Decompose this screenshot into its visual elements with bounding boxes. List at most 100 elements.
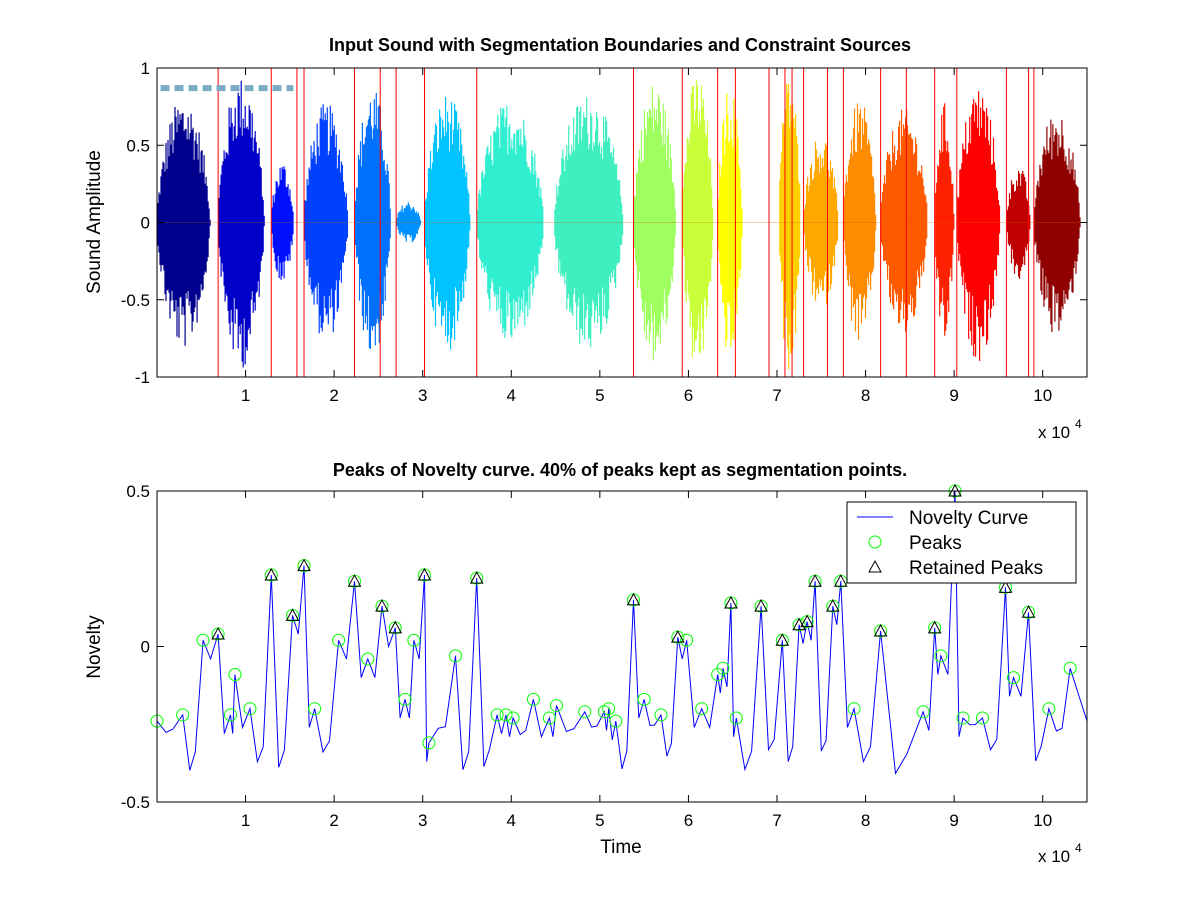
waveform-y-tick-label: 1 [141,59,150,78]
novelty-y-tick-label: 0 [141,638,150,657]
waveform-segments [157,80,1087,370]
retained-peak-marker [388,620,403,634]
waveform-y-tick-label: 0 [141,214,150,233]
novelty-peak-marker [224,708,238,722]
retained-peak-marker [1021,605,1036,618]
waveform-segment [354,93,391,350]
novelty-peak-marker [361,652,375,666]
retained-peak-marker [775,633,790,646]
retained-peak-marker [754,599,768,612]
waveform-x-exponent-base: x 10 [1038,423,1070,442]
waveform-x-tick-label: 5 [595,386,604,405]
waveform-y-tick-label: -1 [135,368,150,387]
novelty-y-tick-label: 0.5 [126,482,150,501]
novelty-peak-marker [549,699,563,713]
retained-peak-marker [469,571,484,584]
waveform-segment [218,80,265,368]
waveform-x-tick-label: 1 [241,386,250,405]
retained-peak-marker [825,599,840,612]
novelty-peak-marker [716,661,730,675]
novelty-peak-marker [448,649,462,663]
novelty-x-tick-label: 6 [684,811,693,830]
waveform-panel: Input Sound with Segmentation Boundaries… [84,35,1088,442]
novelty-peak-marker [243,702,257,716]
novelty-curve [157,491,1087,775]
waveform-x-exponent: x 10 4 [1038,417,1082,442]
waveform-segment [957,91,1001,361]
waveform-segment [1034,119,1081,333]
novelty-peak-marker [578,705,592,719]
legend-peaks-label: Peaks [909,533,962,554]
novelty-x-exponent-power: 4 [1075,841,1082,855]
waveform-x-tick-label: 2 [329,386,338,405]
waveform-segment [633,86,676,361]
novelty-x-tick-label: 5 [595,811,604,830]
novelty-peak-marker [1042,702,1056,716]
waveform-x-tick-label: 9 [949,386,958,405]
retained-peak-marker [626,592,641,606]
retained-peak-marker [833,574,848,587]
novelty-peak-marker [916,705,930,719]
novelty-peak-marker [956,711,970,725]
waveform-plot-area [157,68,1088,377]
novelty-x-tick-label: 2 [329,811,338,830]
waveform-segment [271,166,294,280]
waveform-segment [477,105,544,338]
novelty-peak-marker [609,714,623,728]
novelty-peak-marker [176,708,190,722]
waveform-axes: 1 2 3 4 5 6 7 8 9 10 -1 -0.5 0 0.5 1 [121,59,1088,405]
waveform-segment [804,141,839,305]
retained-peak-marker [808,574,822,587]
waveform-segment [1006,170,1031,279]
retained-peak-marker [927,620,942,634]
novelty-panel: Peaks of Novelty curve. 40% of peaks kep… [84,460,1088,866]
waveform-x-exponent-power: 4 [1075,417,1082,431]
retained-peak-marker [670,630,685,643]
novelty-y-tick-label: -0.5 [121,793,150,812]
novelty-peak-marker [680,633,694,647]
novelty-peak-marker [975,711,989,725]
waveform-x-tick-label: 4 [507,386,516,405]
retained-peak-marker [375,599,389,612]
novelty-peak-marker [1006,671,1020,685]
waveform-segment [843,103,877,340]
waveform-y-axis-label: Sound Amplitude [84,150,105,294]
novelty-y-axis-label: Novelty [84,615,105,679]
novelty-x-tick-label: 1 [241,811,250,830]
waveform-segment [935,103,955,336]
novelty-peak-marker [499,708,513,722]
novelty-x-tick-label: 9 [949,811,958,830]
novelty-peak-marker [542,711,556,725]
legend-box [846,501,1077,584]
novelty-peak-marker [407,633,421,647]
novelty-peak-marker [526,692,540,706]
novelty-plot-area [150,483,1087,775]
legend-retained-peaks-marker [868,559,882,573]
waveform-x-tick-label: 6 [684,386,693,405]
waveform-y-tick-label: 0.5 [126,136,150,155]
waveform-x-tick-label: 10 [1033,386,1052,405]
novelty-peak-marker [490,708,504,722]
novelty-x-tick-label: 7 [772,811,781,830]
legend-retained-peaks-label: Retained Peaks [909,558,1043,579]
novelty-legend: Novelty Curve Peaks Retained Peaks [846,501,1077,584]
novelty-x-axis-label: Time [600,837,642,858]
novelty-axes-frame [156,490,1088,803]
waveform-segment [424,96,471,350]
novelty-peak-marker [422,736,436,750]
waveform-segment [718,93,743,347]
legend-peaks-marker [868,535,882,549]
waveform-x-tick-label: 7 [772,386,781,405]
novelty-x-exponent: x 10 4 [1038,841,1082,866]
novelty-peak-marker [398,692,412,706]
novelty-peak-marker [1063,661,1077,675]
waveform-segment [682,80,714,358]
waveform-segment [157,107,211,346]
novelty-peak-marker [332,633,346,647]
novelty-x-tick-label: 4 [507,811,516,830]
retained-peak-marker [297,558,311,572]
novelty-peak-marker [308,702,322,716]
novelty-x-tick-label: 8 [861,811,870,830]
waveform-x-tick-label: 8 [861,386,870,405]
